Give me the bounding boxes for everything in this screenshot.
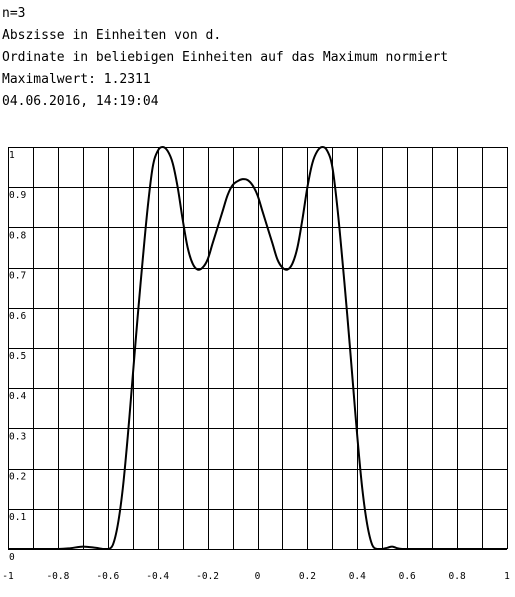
header-line-ordinate: Ordinate in beliebigen Einheiten auf das… [2,50,449,65]
y-tick-label: 0.7 [9,271,26,282]
x-tick-label: -0.8 [46,571,69,582]
y-tick-label: 0.8 [9,230,26,241]
x-tick-label: 0.4 [349,571,366,582]
x-tick-label: -0.2 [196,571,219,582]
y-tick-label: 0.6 [9,311,26,322]
header-line-abscissa: Abszisse in Einheiten von d. [2,28,222,43]
y-tick-label: 0.3 [9,431,26,442]
y-tick-label: 0.4 [9,391,26,402]
data-curve [8,146,507,550]
y-tick-label: 0.9 [9,190,26,201]
x-tick-labels: -1 -0.8 -0.6 -0.4 -0.2 0 0.2 0.4 0.6 0.8 1 [2,571,510,582]
x-tick-label: 0.8 [449,571,466,582]
x-tick-label: -1 [2,571,14,582]
y-tick-label: 0.1 [9,512,26,523]
y-tick-label: 0.5 [9,351,26,362]
y-tick-labels: 0 0.1 0.2 0.3 0.4 0.5 0.6 0.7 0.8 0.9 1 [9,150,26,563]
header-line-n: n=3 [2,6,26,21]
x-tick-label: 0 [255,571,261,582]
curve-layer [8,146,507,550]
x-tick-label: 1 [504,571,510,582]
grid-lines [8,147,508,550]
header-text-block: n=3 Abszisse in Einheiten von d. Ordinat… [2,3,448,113]
x-tick-label: 0.6 [399,571,416,582]
y-tick-label: 1 [9,150,15,161]
x-tick-label: -0.4 [146,571,169,582]
header-line-timestamp: 04.06.2016, 14:19:04 [2,94,159,109]
x-tick-label: 0.2 [299,571,316,582]
y-tick-label: 0 [9,552,15,563]
y-tick-label: 0.2 [9,472,26,483]
x-tick-label: -0.6 [96,571,119,582]
header-line-maximum: Maximalwert: 1.2311 [2,72,151,87]
